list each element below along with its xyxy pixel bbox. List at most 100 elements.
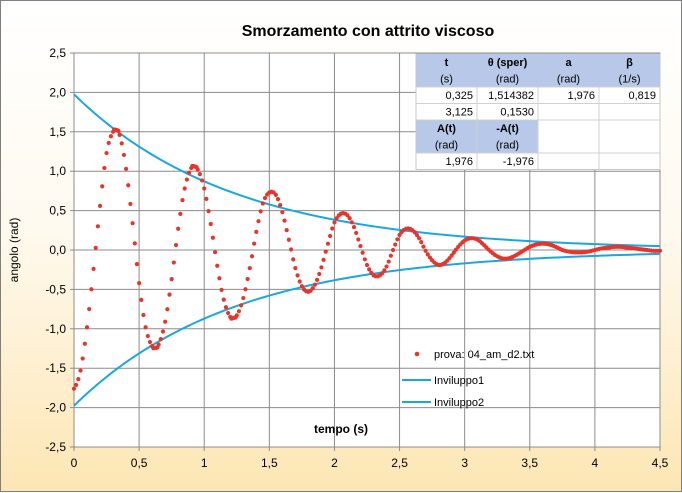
data-point xyxy=(345,213,350,218)
data-point xyxy=(76,377,81,382)
data-point xyxy=(121,152,127,158)
chart-title: Smorzamento con attrito viscoso xyxy=(242,23,495,40)
data-point xyxy=(328,233,333,239)
data-point xyxy=(95,224,100,229)
data-point xyxy=(147,339,153,345)
table-cell: (rad) xyxy=(557,74,580,86)
data-point xyxy=(89,287,94,292)
data-point xyxy=(364,262,370,268)
legend: prova: 04_am_d2.txt Inviluppo1 Inviluppo… xyxy=(402,349,534,409)
data-point xyxy=(291,257,296,262)
data-point xyxy=(204,196,209,201)
x-tick-label: 1 xyxy=(201,456,208,470)
data-point xyxy=(239,303,244,308)
x-tick-label: 4,5 xyxy=(652,456,669,470)
data-point xyxy=(74,382,79,388)
data-point xyxy=(71,386,77,391)
data-point xyxy=(449,253,454,258)
data-point xyxy=(351,225,357,230)
data-point xyxy=(126,183,131,188)
table-header-fill xyxy=(416,54,660,87)
data-point xyxy=(116,128,121,134)
x-tick-label: 2 xyxy=(331,456,338,470)
data-point xyxy=(382,268,387,273)
data-point xyxy=(223,305,229,310)
data-point xyxy=(380,271,385,276)
data-point xyxy=(423,248,428,253)
data-point xyxy=(132,241,137,246)
data-point xyxy=(141,312,146,318)
data-point xyxy=(219,287,224,292)
data-point xyxy=(134,261,140,267)
x-tick-label: 3,5 xyxy=(521,456,538,470)
x-tick-label: 1,5 xyxy=(261,456,278,470)
data-point xyxy=(176,226,181,231)
data-point xyxy=(108,134,113,139)
y-axis-ticks: 2,5 2,0 1,5 1,0 0,5 0,0 -0,5 -1,0 -1,5 -2,0 -2,5 xyxy=(45,46,74,454)
legend-label-inviluppo2: Inviluppo2 xyxy=(434,397,484,409)
x-tick-label: 0 xyxy=(71,456,78,470)
data-point xyxy=(254,229,259,234)
data-point xyxy=(390,247,396,253)
data-point xyxy=(297,279,302,284)
y-tick-label: 2,0 xyxy=(49,85,66,99)
data-point xyxy=(104,150,109,156)
data-point xyxy=(358,243,363,249)
data-point xyxy=(93,245,98,250)
data-point xyxy=(258,209,263,214)
data-point xyxy=(241,295,246,301)
y-tick-label: -2,5 xyxy=(45,440,66,454)
table-cell: (1/s) xyxy=(619,74,641,86)
data-point xyxy=(280,210,285,215)
data-point xyxy=(143,325,148,330)
data-point xyxy=(182,186,187,191)
data-point xyxy=(78,368,83,373)
x-tick-label: 0,5 xyxy=(131,456,148,470)
y-tick-label: 1,5 xyxy=(49,125,66,139)
data-point xyxy=(119,141,124,146)
data-point xyxy=(210,235,216,240)
legend-label-inviluppo1: Inviluppo1 xyxy=(434,375,484,387)
data-point xyxy=(256,219,261,224)
data-point xyxy=(106,140,111,146)
data-point xyxy=(82,341,87,346)
data-point xyxy=(130,221,135,226)
data-point xyxy=(356,237,361,242)
data-point xyxy=(395,237,400,242)
data-point xyxy=(299,284,304,289)
data-point xyxy=(84,325,90,330)
data-point xyxy=(234,313,239,318)
table-cell: 0,325 xyxy=(445,90,473,102)
x-axis-title: tempo (s) xyxy=(314,422,368,436)
data-point xyxy=(158,337,163,342)
y-tick-label: -2,0 xyxy=(45,401,66,415)
table-cell: a xyxy=(565,57,572,69)
data-point xyxy=(330,226,335,231)
data-point xyxy=(212,250,218,255)
envelope-line-inviluppo1 xyxy=(73,93,661,248)
data-point xyxy=(217,276,222,281)
data-point xyxy=(215,263,220,268)
data-point xyxy=(167,292,172,297)
data-point xyxy=(262,195,268,201)
data-point xyxy=(321,257,326,262)
data-point xyxy=(421,244,426,249)
data-point xyxy=(295,273,300,278)
data-point xyxy=(137,280,142,286)
table-cell: A(t) xyxy=(437,123,456,135)
data-point xyxy=(249,254,255,259)
data-point xyxy=(245,276,250,282)
data-point xyxy=(284,228,289,233)
data-point xyxy=(293,266,298,271)
data-point xyxy=(117,132,122,138)
envelope-line-inviluppo2 xyxy=(73,252,661,407)
x-axis-ticks: 0 0,5 1 1,5 2 2,5 3 3,5 4 4,5 xyxy=(71,447,669,470)
y-tick-label: -0,5 xyxy=(45,282,66,296)
data-point xyxy=(180,197,185,203)
x-tick-label: 2,5 xyxy=(391,456,408,470)
y-tick-label: -1,5 xyxy=(45,361,66,375)
table-cell: β xyxy=(626,57,633,69)
data-point xyxy=(314,277,320,282)
data-point xyxy=(332,220,337,225)
data-point xyxy=(416,236,422,241)
